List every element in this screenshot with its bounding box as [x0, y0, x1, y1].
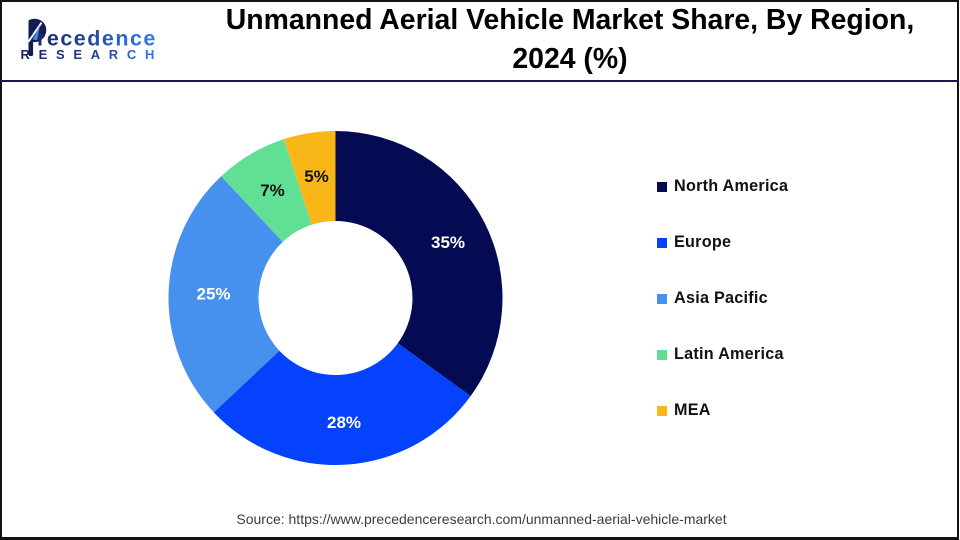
svg-text:5%: 5% — [304, 167, 329, 186]
svg-text:RESEARCH: RESEARCH — [21, 47, 164, 62]
svg-text:35%: 35% — [431, 233, 465, 252]
svg-text:7%: 7% — [260, 181, 285, 200]
svg-text:25%: 25% — [196, 285, 230, 304]
svg-text:recedence: recedence — [37, 27, 157, 51]
svg-text:28%: 28% — [327, 413, 361, 432]
